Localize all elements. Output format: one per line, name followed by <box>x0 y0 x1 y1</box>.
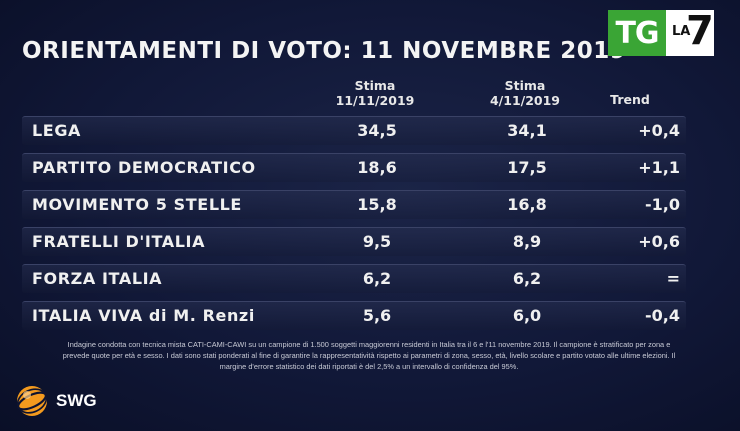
stima-4-11-cell: 6,0 <box>512 306 542 325</box>
stima-11-11-cell: 5,6 <box>362 306 392 325</box>
stima-4-11-cell: 8,9 <box>512 232 542 251</box>
tg-la7-logo: TG LA 7 <box>608 8 714 58</box>
swg-globe-icon <box>16 386 48 416</box>
column-header-label: Stima <box>354 78 396 93</box>
column-header-stima-4-11: Stima 4/11/2019 <box>470 78 580 108</box>
stima-4-11-cell: 6,2 <box>512 269 542 288</box>
stima-4-11-cell: 17,5 <box>507 158 547 177</box>
stima-11-11-cell: 15,8 <box>357 195 397 214</box>
trend-cell: +0,6 <box>638 232 680 251</box>
column-header-stima-11-11: Stima 11/11/2019 <box>320 78 430 108</box>
party-name-cell: MOVIMENTO 5 STELLE <box>32 195 242 214</box>
party-name-cell: FORZA ITALIA <box>32 269 163 288</box>
party-name-cell: LEGA <box>32 121 82 140</box>
logo-tg-text: TG <box>608 10 666 56</box>
swg-logo: SWG <box>14 383 124 417</box>
stima-11-11-cell: 9,5 <box>362 232 392 251</box>
trend-cell: +1,1 <box>638 158 680 177</box>
stima-11-11-cell: 34,5 <box>357 121 397 140</box>
trend-cell: +0,4 <box>638 121 680 140</box>
column-header-trend: Trend <box>610 92 650 107</box>
swg-logo-text: SWG <box>56 391 97 410</box>
chart-title: ORIENTAMENTI DI VOTO: 11 NOVEMBRE 2019 <box>22 38 627 64</box>
column-header-date: 11/11/2019 <box>335 93 415 108</box>
party-name-cell: FRATELLI D'ITALIA <box>32 232 206 251</box>
stima-4-11-cell: 16,8 <box>507 195 547 214</box>
stima-11-11-cell: 18,6 <box>357 158 397 177</box>
column-header-date: 4/11/2019 <box>489 93 560 108</box>
table-row: ITALIA VIVA di M. Renzi 5,6 6,0 -0,4 <box>22 301 686 330</box>
stima-11-11-cell: 6,2 <box>362 269 392 288</box>
logo-seven-text: 7 <box>686 8 714 54</box>
table-row: FORZA ITALIA 6,2 6,2 = <box>22 264 686 293</box>
table-row: MOVIMENTO 5 STELLE 15,8 16,8 -1,0 <box>22 190 686 219</box>
party-name-cell: PARTITO DEMOCRATICO <box>32 158 256 177</box>
methodology-footnote: Indagine condotta con tecnica mista CATI… <box>62 340 676 371</box>
table-row: PARTITO DEMOCRATICO 18,6 17,5 +1,1 <box>22 153 686 182</box>
logo-la7-box: LA 7 <box>666 8 714 56</box>
party-name-cell: ITALIA VIVA di M. Renzi <box>32 306 255 325</box>
logo-la-text: LA <box>672 24 691 39</box>
stima-4-11-cell: 34,1 <box>507 121 547 140</box>
table-row: LEGA 34,5 34,1 +0,4 <box>22 116 686 145</box>
column-header-label: Stima <box>504 78 546 93</box>
trend-cell: -1,0 <box>645 195 680 214</box>
poll-table: LEGA 34,5 34,1 +0,4 PARTITO DEMOCRATICO 18,6 1… <box>22 116 686 338</box>
trend-cell: -0,4 <box>645 306 680 325</box>
trend-cell: = <box>666 269 680 288</box>
table-row: FRATELLI D'ITALIA 9,5 8,9 +0,6 <box>22 227 686 256</box>
